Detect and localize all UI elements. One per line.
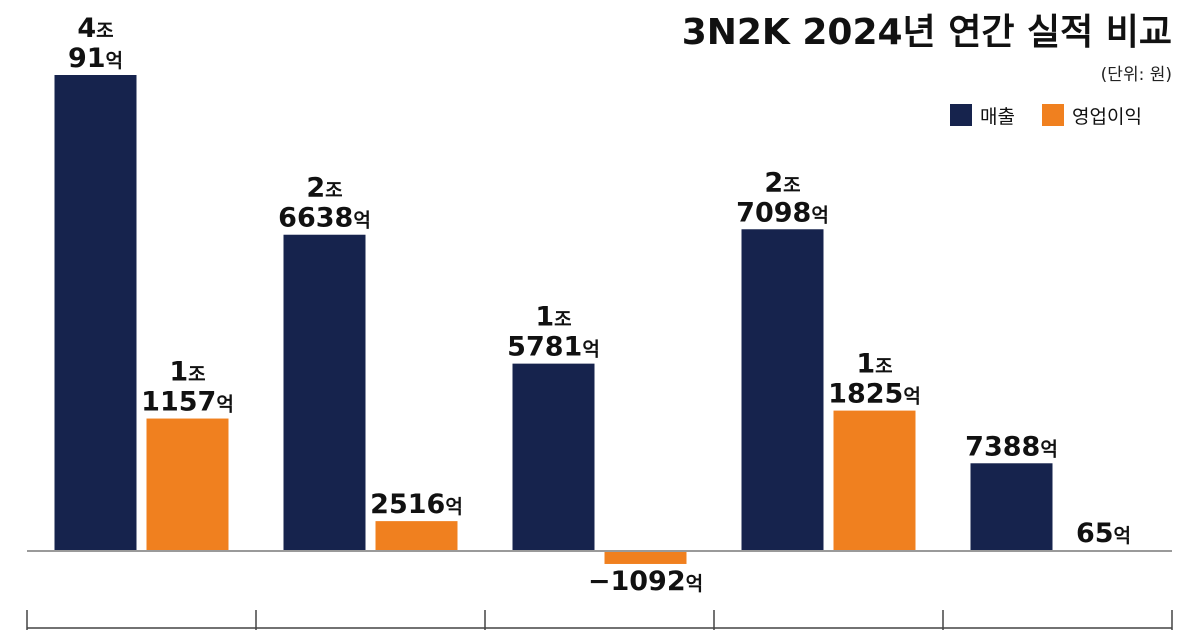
label-revenue-2-line-1: 2조 — [306, 173, 342, 204]
bar-operating-profit-3 — [604, 551, 687, 564]
label-revenue-4-line-2: 7098억 — [736, 197, 829, 228]
label-revenue-1-line-1: 4조 — [77, 13, 113, 44]
chart-title: 3N2K 2024년 연간 실적 비교 — [682, 12, 1172, 53]
label-revenue-1-line-2: 91억 — [68, 43, 123, 74]
bar-operating-profit-2 — [375, 521, 458, 551]
legend-swatch-revenue — [950, 104, 972, 126]
data-labels-group: 4조91억1조1157억2조6638억2516억1조5781억−1092억2조7… — [68, 13, 1131, 597]
bar-revenue-3 — [512, 363, 595, 551]
bar-revenue-1 — [54, 75, 137, 551]
bar-revenue-5 — [970, 463, 1053, 551]
label-operating-profit-1-line-2: 1157억 — [141, 387, 234, 418]
unit-note: (단위: 원) — [1101, 65, 1172, 85]
legend-swatch-operating-profit — [1042, 104, 1064, 126]
legend: 매출 영업이익 — [950, 104, 1142, 128]
x-axis — [26, 610, 1173, 630]
label-revenue-4-line-1: 2조 — [764, 167, 800, 198]
label-operating-profit-5-line-1: 65억 — [1076, 518, 1131, 549]
label-revenue-5-line-1: 7388억 — [965, 431, 1058, 462]
label-operating-profit-4-line-2: 1825억 — [828, 379, 921, 410]
label-operating-profit-4-line-1: 1조 — [856, 349, 892, 380]
label-operating-profit-1-line-1: 1조 — [169, 357, 205, 388]
bar-revenue-2 — [283, 234, 366, 551]
bar-revenue-4 — [741, 229, 824, 551]
bar-operating-profit-1 — [146, 418, 229, 551]
bar-operating-profit-4 — [833, 410, 916, 551]
label-revenue-3-line-2: 5781억 — [507, 332, 600, 363]
label-operating-profit-3-line-1: −1092억 — [588, 566, 703, 597]
label-revenue-2-line-2: 6638억 — [278, 203, 371, 234]
label-revenue-3-line-1: 1조 — [535, 302, 571, 333]
label-operating-profit-2-line-1: 2516억 — [370, 489, 463, 520]
legend-label-operating-profit: 영업이익 — [1072, 106, 1142, 128]
legend-label-revenue: 매출 — [980, 106, 1015, 128]
bars-group — [54, 75, 1145, 564]
